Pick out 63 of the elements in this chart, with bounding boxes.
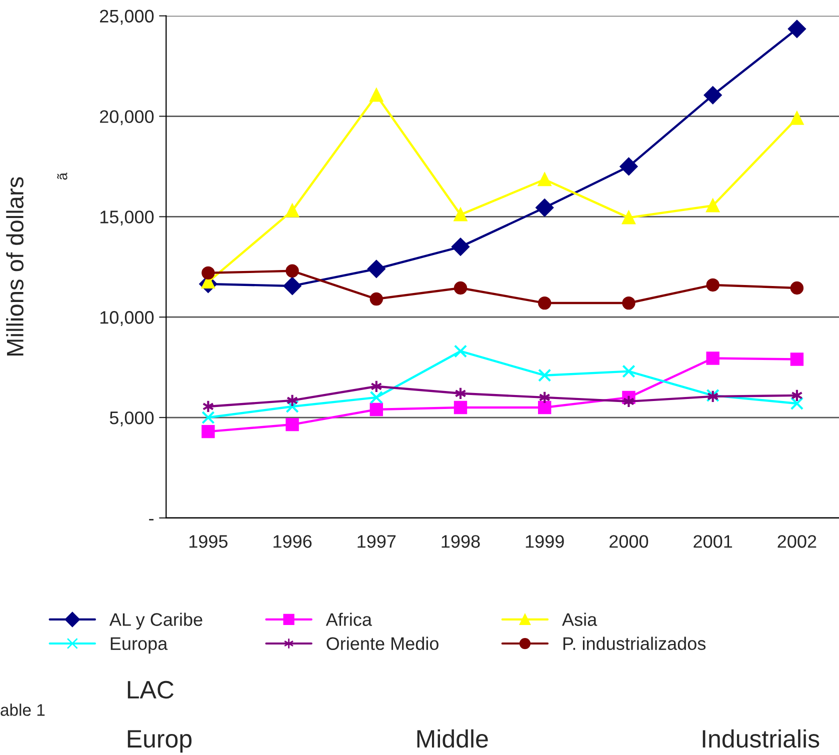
point [454, 344, 468, 358]
legend-label: AL y Caribe [109, 612, 202, 630]
text: able 1 [0, 704, 45, 716]
text: Europ [128, 730, 192, 753]
point [706, 199, 720, 212]
point [370, 88, 383, 102]
y-tick-label: 10,000 [100, 311, 154, 326]
point [370, 402, 383, 416]
point [790, 281, 804, 295]
point [538, 172, 552, 186]
point [788, 20, 806, 38]
point [536, 198, 554, 217]
point [454, 281, 468, 295]
y-tick-label: 5,000 [110, 411, 154, 426]
point [538, 400, 552, 414]
point [622, 364, 636, 378]
text: LAC [128, 680, 174, 699]
y-axis-title: Millions of dollars [6, 177, 24, 356]
legend-label: Africa [326, 612, 372, 626]
point [622, 211, 636, 224]
x-tick-label: 1998 [442, 535, 480, 548]
point [202, 410, 215, 424]
x-tick-label: 1995 [189, 535, 228, 548]
text: Industrialis [702, 729, 820, 748]
legend-label: P. industrializados [563, 636, 706, 650]
point [538, 296, 552, 310]
point [620, 158, 638, 176]
x-tick-label: 2002 [778, 535, 816, 548]
legend-label: Oriente Medio [326, 636, 438, 650]
x-tick-label: 1996 [274, 535, 312, 548]
point [286, 204, 299, 218]
point [370, 390, 383, 404]
point [538, 368, 552, 382]
point [452, 238, 470, 256]
point [286, 264, 299, 278]
x-tick-label: 2001 [694, 535, 732, 548]
point [706, 352, 720, 365]
y-tick-label: 25,000 [100, 10, 154, 25]
legend-label: Europa [110, 637, 168, 654]
point [790, 352, 804, 366]
point [202, 424, 215, 438]
point [622, 296, 636, 310]
point [706, 278, 720, 292]
legend-label: Asia [562, 612, 598, 626]
point [286, 418, 299, 432]
point [454, 400, 468, 414]
y-tick-label: 20,000 [100, 110, 154, 126]
x-tick-label: 1997 [358, 535, 396, 548]
x-tick-label: 2000 [610, 535, 648, 548]
x-tick-label: 1999 [526, 535, 564, 548]
text: Middle [417, 729, 488, 748]
text: ã [57, 172, 68, 180]
point [790, 396, 804, 410]
point [704, 86, 722, 104]
point [286, 400, 299, 414]
point [283, 277, 302, 295]
point [367, 260, 386, 278]
point [790, 112, 804, 125]
point [370, 292, 383, 306]
point [202, 266, 215, 280]
point [454, 208, 468, 222]
y-tick-label: - [149, 518, 154, 520]
y-tick-label: 15,000 [100, 210, 154, 226]
